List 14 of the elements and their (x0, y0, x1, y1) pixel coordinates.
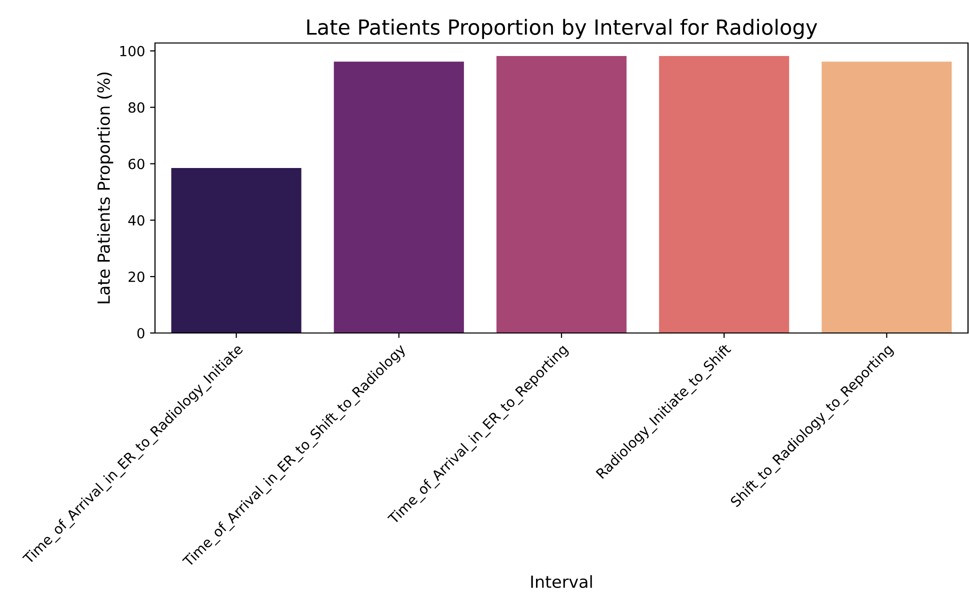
y-tick-label: 20 (128, 272, 144, 282)
x-axis-title: Interval (531, 575, 592, 588)
bar (659, 56, 790, 333)
bar (171, 168, 302, 333)
y-tick-label: 40 (128, 215, 144, 226)
y-axis-title: Late Patients Proportion (%) (97, 72, 114, 304)
bar (334, 62, 464, 333)
y-tick-label: 60 (128, 158, 144, 170)
y-tick-label: 80 (128, 102, 144, 113)
y-tick-label: 0 (137, 328, 144, 338)
bar (822, 62, 952, 333)
y-tick-label: 100 (120, 46, 144, 56)
chart-title: Late Patients Proportion by Interval for Radiology (307, 18, 818, 39)
bar (496, 56, 627, 333)
